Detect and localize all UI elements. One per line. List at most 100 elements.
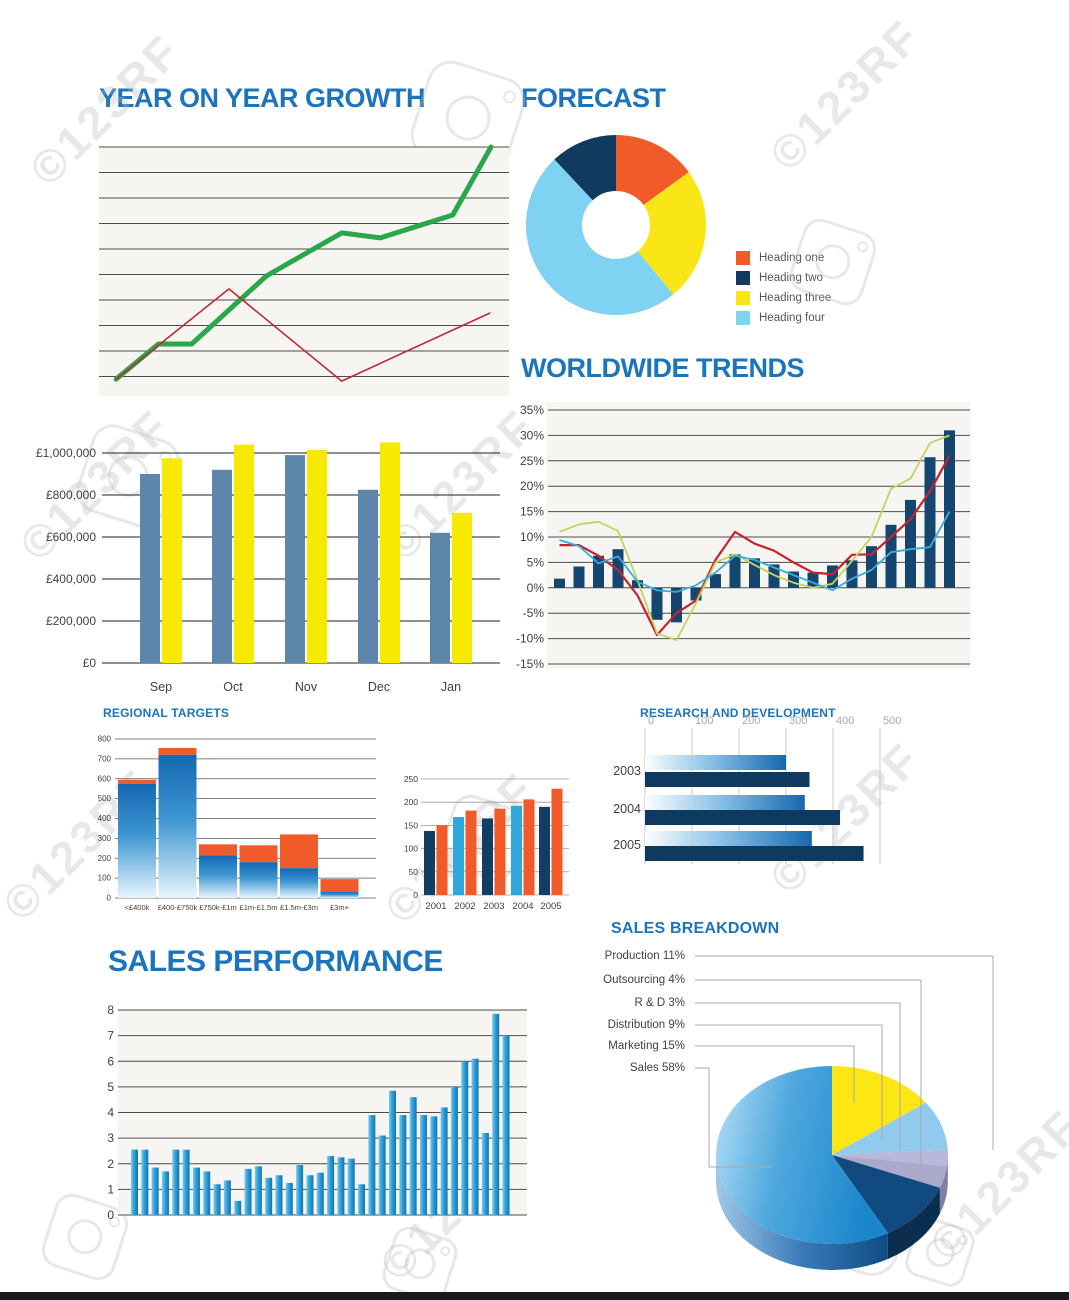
bar-yellow xyxy=(234,444,254,663)
bar xyxy=(409,1097,417,1215)
yoy-chart xyxy=(99,144,509,396)
x-axis-label: 200 xyxy=(742,715,760,727)
bar-yellow xyxy=(380,442,400,663)
y-axis-label: £800,000 xyxy=(46,488,96,502)
bar-orange xyxy=(436,825,448,895)
y-axis-label: £1,000,000 xyxy=(36,446,96,460)
bar xyxy=(690,587,702,601)
y-axis-label: 600 xyxy=(98,774,112,783)
y-axis-label: 100 xyxy=(98,874,112,883)
y-axis-label: 250 xyxy=(404,774,418,784)
bar-segment-blue xyxy=(158,754,197,898)
category-label: 2005 xyxy=(540,901,561,912)
bar xyxy=(285,1182,293,1215)
line-series-cyan-trend xyxy=(559,511,951,593)
bar xyxy=(866,546,877,588)
y-axis-label: -10% xyxy=(516,632,544,646)
pie-label: Sales 58% xyxy=(630,1062,685,1074)
bar xyxy=(749,558,760,588)
donut-slice-heading-one xyxy=(616,135,689,206)
trends-title: WORLDWIDE TRENDS xyxy=(521,353,804,383)
category-label: 2001 xyxy=(425,901,446,912)
legend-item: Heading four xyxy=(736,311,831,325)
bar-blue xyxy=(140,474,160,663)
category-label: Dec xyxy=(368,680,390,694)
123rf-watermark-text: ©123RF xyxy=(759,9,931,181)
pie-side-r-&-d xyxy=(947,1155,948,1193)
category-label: 2003 xyxy=(483,901,504,912)
y-axis-label: £600,000 xyxy=(46,530,96,544)
bar xyxy=(131,1149,138,1215)
y-axis-label: 1 xyxy=(107,1182,114,1196)
bar xyxy=(254,1166,262,1215)
category-label: £1m-£1.5m xyxy=(240,903,278,912)
category-label: £1.5m-£3m xyxy=(280,903,318,912)
pie-side-production xyxy=(887,1187,940,1259)
bar-orange xyxy=(551,788,563,895)
y-axis-label: 200 xyxy=(404,797,418,807)
bar-segment-blue xyxy=(320,892,359,898)
bar-first xyxy=(453,817,464,895)
forecast-legend: Heading one Heading two Heading three Headi… xyxy=(736,251,831,325)
x-axis-label: 300 xyxy=(789,715,807,727)
bar-segment-orange xyxy=(199,844,237,856)
x-axis-label: 0 xyxy=(648,715,654,727)
bar xyxy=(327,1156,335,1215)
bar xyxy=(502,1035,510,1215)
legend-item: Heading one xyxy=(736,251,831,265)
bar-segment-blue xyxy=(239,862,278,898)
legend-item-label: Heading one xyxy=(759,252,825,264)
donut-slice-heading-two xyxy=(554,135,616,201)
bar-gradient xyxy=(645,795,805,810)
legend-item-label: Heading three xyxy=(759,292,832,304)
pie-slice-r-&-d xyxy=(832,1149,948,1167)
bar-blue xyxy=(285,455,305,663)
bar-navy xyxy=(645,772,810,787)
pie-side-outsourcing xyxy=(939,1166,948,1214)
y-axis-label: 35% xyxy=(520,403,544,417)
bar xyxy=(203,1171,211,1215)
monthly-chart: £1,000,000 £800,000 £600,000 £400,000 £200,0… xyxy=(36,442,500,694)
y-axis-label: £200,000 xyxy=(46,614,96,628)
y-axis-label: 8 xyxy=(107,1003,114,1017)
leader-line xyxy=(695,1067,772,1168)
bar xyxy=(807,572,819,588)
plot-background xyxy=(99,147,509,396)
bar xyxy=(481,1133,489,1215)
bar xyxy=(316,1172,324,1215)
performance-title: SALES PERFORMANCE xyxy=(108,945,443,978)
leader-line xyxy=(695,979,922,1167)
bar xyxy=(827,565,838,588)
bar-gradient xyxy=(645,831,812,846)
bar-navy xyxy=(645,846,864,861)
y-axis-label: 500 xyxy=(98,794,112,803)
bar-blue xyxy=(430,532,450,663)
y-axis-label: 0% xyxy=(527,581,545,595)
bar xyxy=(651,587,663,620)
bar xyxy=(885,524,897,588)
bar xyxy=(471,1058,479,1215)
bar xyxy=(223,1180,231,1215)
bar-first xyxy=(482,818,493,895)
plot-background xyxy=(546,402,970,668)
bar-blue xyxy=(212,469,232,663)
bar xyxy=(151,1167,159,1215)
fiveyear-chart: 250 200 150 100 50 0 2001 2002 2003 2004 2005 xyxy=(404,774,569,912)
y-axis-label: 50 xyxy=(409,867,419,877)
y-axis-label: 25% xyxy=(520,454,544,468)
x-axis-label: 100 xyxy=(695,715,713,727)
donut-slice-heading-three xyxy=(637,172,706,295)
y-axis-label: 4 xyxy=(107,1106,114,1120)
category-label: Jan xyxy=(441,680,461,694)
category-label: Nov xyxy=(295,680,318,694)
y-axis-label: 700 xyxy=(98,754,112,763)
legend-item: Heading three xyxy=(736,291,831,305)
rnd-chart: 0 100 200 300 400 500 2003 2004 2005 xyxy=(613,715,901,864)
bar xyxy=(275,1175,283,1215)
pie-slice-marketing xyxy=(832,1066,926,1155)
bar xyxy=(296,1165,304,1215)
legend-item: Heading two xyxy=(736,271,831,285)
pie-label: R & D 3% xyxy=(635,997,686,1009)
bar xyxy=(440,1107,448,1215)
bar xyxy=(905,499,916,588)
